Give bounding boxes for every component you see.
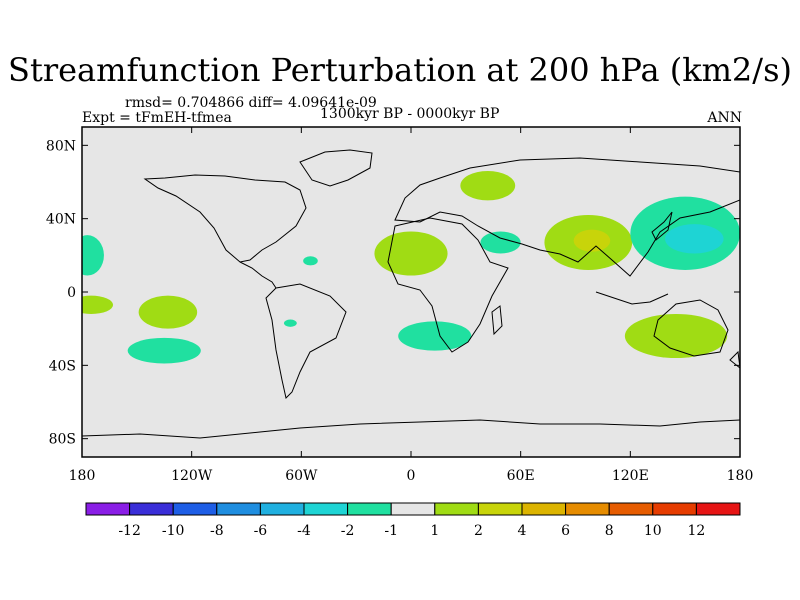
anomaly-north-africa-positive — [374, 231, 448, 276]
colorbar-swatch — [303, 502, 349, 516]
anomaly-dateline-equatorial-positive — [82, 295, 114, 314]
x-tick-label: 60W — [285, 468, 318, 484]
y-axis: 80N 40N 0 40S 80S — [46, 138, 740, 448]
anomaly-south-atlantic-negative — [398, 321, 472, 351]
colorbar-label: 4 — [518, 523, 527, 539]
colorbar-swatch — [477, 502, 523, 516]
anomaly-arabia-negative — [480, 231, 521, 254]
colorbar-label: 10 — [644, 523, 662, 539]
y-tick-label: 80N — [46, 138, 76, 154]
colorbar-swatch — [390, 502, 436, 516]
coast-africa — [387, 217, 509, 353]
colorbar-label: -2 — [341, 523, 355, 539]
anomaly-brazil-negative — [283, 319, 297, 327]
y-tick-label: 40S — [49, 358, 76, 374]
chart-title: Streamfunction Perturbation at 200 hPa (… — [8, 51, 792, 89]
colorbar-label: 6 — [561, 523, 570, 539]
experiment-label: Expt = tFmEH-tfmea — [82, 110, 232, 126]
coast-madagascar — [491, 305, 503, 336]
season-label: ANN — [707, 110, 742, 126]
anomaly-central-pacific-negative — [82, 235, 104, 276]
colorbar — [85, 502, 741, 516]
colorbar-swatch — [216, 502, 261, 516]
colorbar-label: -10 — [162, 523, 185, 539]
x-axis: 180 120W 60W 0 60E 120E 180 — [69, 127, 754, 484]
x-tick-label: 180 — [727, 468, 754, 484]
coast-japan — [651, 211, 673, 241]
colorbar-label: -12 — [118, 523, 141, 539]
colorbar-label: 1 — [430, 523, 439, 539]
colorbar-swatch — [85, 502, 131, 516]
anomaly-layer — [82, 171, 740, 364]
coast-indonesia — [595, 291, 669, 305]
x-tick-label: 180 — [69, 468, 96, 484]
coast-greenland — [299, 149, 373, 187]
colorbar-swatch — [259, 502, 305, 516]
coast-antarctica — [82, 419, 740, 439]
colorbar-swatch — [608, 502, 654, 516]
colorbar-labels: -12 -10 -8 -6 -4 -2 -1 1 2 4 6 8 10 12 — [118, 523, 705, 539]
colorbar-label: 8 — [605, 523, 614, 539]
coast-south-america — [265, 283, 347, 399]
map-background — [82, 127, 740, 457]
coast-central-america — [239, 261, 277, 289]
x-tick-label: 120W — [171, 468, 213, 484]
colorbar-label: 2 — [474, 523, 483, 539]
anomaly-east-pacific-positive — [138, 295, 198, 329]
period-label: 1300kyr BP - 0000kyr BP — [320, 106, 500, 122]
coast-australia — [653, 299, 729, 357]
colorbar-swatch — [347, 502, 392, 516]
x-tick-label: 120E — [612, 468, 649, 484]
colorbar-swatch — [652, 502, 697, 516]
x-tick-label: 0 — [407, 468, 416, 484]
colorbar-swatch — [565, 502, 610, 516]
coast-north-america — [143, 174, 307, 263]
anomaly-south-pacific-negative — [127, 337, 201, 364]
colorbar-swatch — [521, 502, 567, 516]
colorbar-label: -4 — [297, 523, 311, 539]
colorbar-label: 12 — [687, 523, 705, 539]
coast-new-zealand — [729, 350, 740, 369]
x-tick-label: 60E — [507, 468, 535, 484]
colorbar-swatch — [695, 502, 741, 516]
y-tick-label: 40N — [46, 212, 76, 228]
y-tick-label: 80S — [49, 432, 76, 448]
colorbar-swatch — [129, 502, 174, 516]
colorbar-label: -6 — [254, 523, 268, 539]
anomaly-north-asia-positive — [460, 171, 516, 201]
anomaly-south-asia-core — [573, 229, 611, 252]
coastlines — [82, 149, 740, 439]
anomaly-australia-positive — [624, 314, 728, 358]
coast-eurasia — [394, 157, 740, 277]
y-tick-label: 0 — [67, 285, 76, 301]
stats-text: rmsd= 0.704866 diff= 4.09641e-09 — [125, 95, 377, 111]
colorbar-label: -1 — [384, 523, 398, 539]
colorbar-label: -8 — [210, 523, 224, 539]
anomaly-northwest-pacific-core — [665, 224, 724, 254]
colorbar-swatch — [172, 502, 218, 516]
anomaly-caribbean-negative — [303, 256, 318, 266]
colorbar-swatch — [434, 502, 479, 516]
